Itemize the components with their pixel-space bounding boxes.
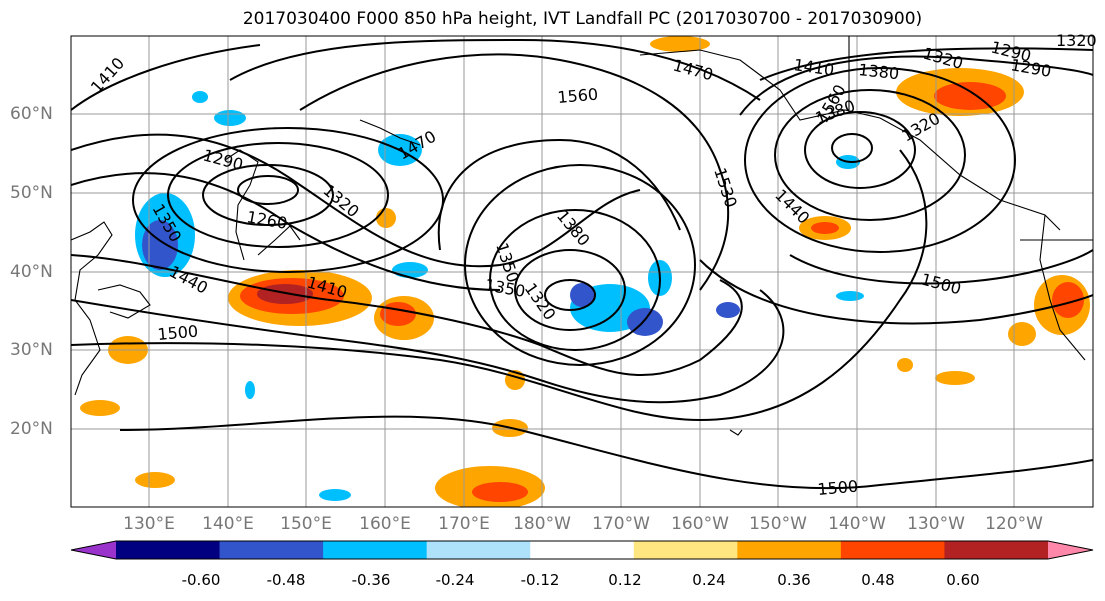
lat-label: 30°N xyxy=(10,340,53,360)
contour-label: 1500 xyxy=(817,477,859,499)
colorbar xyxy=(70,540,1094,560)
colorbar-segment xyxy=(530,541,635,559)
lon-label: 180°W xyxy=(513,514,571,534)
colorbar-tick-label: -0.36 xyxy=(351,571,391,589)
colorbar-tick-label: -0.60 xyxy=(181,571,221,589)
colorbar-segment xyxy=(426,541,531,559)
contour-label: 1380 xyxy=(858,60,900,83)
colorbar-tick-label: -0.24 xyxy=(435,571,475,589)
ivt-negative-shading xyxy=(135,91,864,501)
height-contours xyxy=(71,38,1093,490)
coastlines xyxy=(71,36,1093,436)
lat-label: 50°N xyxy=(10,183,53,203)
colorbar-segment xyxy=(737,541,842,559)
colorbar-tick-label: 0.36 xyxy=(777,571,811,589)
graticule xyxy=(71,36,1093,507)
colorbar-segment xyxy=(323,541,428,559)
lat-label: 20°N xyxy=(10,419,53,439)
lon-label: 160°W xyxy=(671,514,729,534)
lon-label: 150°E xyxy=(280,514,332,534)
colorbar-segment xyxy=(219,541,324,559)
lon-label: 170°W xyxy=(592,514,650,534)
colorbar-segment xyxy=(116,541,221,559)
colorbar-segment xyxy=(633,541,738,559)
contour-label: 1320 xyxy=(1056,31,1097,50)
lat-label: 40°N xyxy=(10,262,53,282)
colorbar-tick-label: 0.12 xyxy=(608,571,642,589)
map-title: 2017030400 F000 850 hPa height, IVT Land… xyxy=(242,9,923,29)
map-frame xyxy=(70,35,1094,508)
colorbar-tick-label: 0.48 xyxy=(861,571,895,589)
contour-label: 1560 xyxy=(557,85,599,107)
lon-label: 160°E xyxy=(359,514,411,534)
colorbar-tick-label: -0.48 xyxy=(266,571,306,589)
lon-label: 120°W xyxy=(985,514,1043,534)
lon-label: 150°W xyxy=(749,514,807,534)
colorbar-tick-label: -0.12 xyxy=(520,571,560,589)
colorbar-extend-low xyxy=(71,541,116,559)
colorbar-segment xyxy=(840,541,945,559)
lat-label: 60°N xyxy=(10,104,53,124)
colorbar-tick-label: 0.24 xyxy=(692,571,726,589)
colorbar-outline xyxy=(70,540,1094,560)
colorbar-extend-high xyxy=(1048,541,1093,559)
lon-label: 130°W xyxy=(907,514,965,534)
lon-label: 130°E xyxy=(123,514,175,534)
colorbar-segment xyxy=(944,541,1049,559)
contour-label: 1500 xyxy=(157,322,199,344)
lon-label: 140°W xyxy=(828,514,886,534)
lon-label: 140°E xyxy=(202,514,254,534)
colorbar-tick-label: 0.60 xyxy=(946,571,980,589)
lon-label: 170°E xyxy=(438,514,490,534)
